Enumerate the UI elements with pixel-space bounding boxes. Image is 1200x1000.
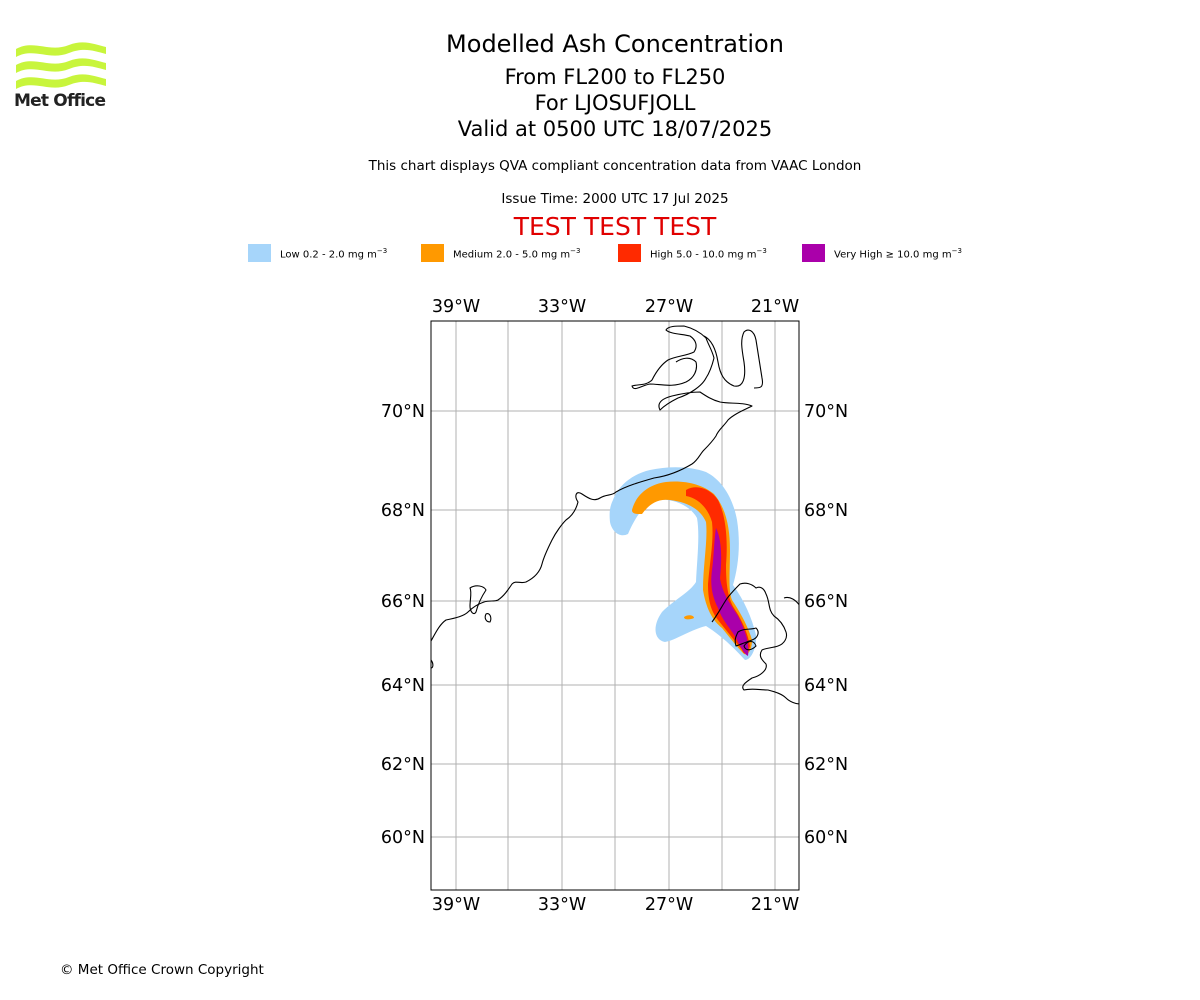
flight-levels: From FL200 to FL250: [504, 65, 726, 89]
met-office-logo-text: Met Office: [14, 91, 106, 111]
ash-very-high-area: [711, 528, 749, 656]
lon-tick-bottom-3: 27°W: [645, 895, 693, 915]
legend-label-very-high: Very High ≥ 10.0 mg m: [834, 249, 952, 261]
iceland-bay: [743, 640, 757, 651]
legend-exp-high: −3: [756, 247, 767, 255]
legend-label-medium: Medium 2.0 - 5.0 mg m: [453, 249, 571, 261]
lat-tick-right-64: 64°N: [804, 676, 848, 696]
lat-tick-right-68: 68°N: [804, 501, 848, 521]
lat-tick-left-64: 64°N: [381, 676, 425, 696]
greenland-island-1: [469, 585, 487, 615]
greenland-coastline: [431, 325, 753, 642]
lat-tick-left-60: 60°N: [381, 828, 425, 848]
coastlines: [431, 325, 799, 705]
lat-tick-right-66: 66°N: [804, 592, 848, 612]
legend-exp-medium: −3: [570, 247, 581, 255]
issue-time: Issue Time: 2000 UTC 17 Jul 2025: [501, 191, 729, 207]
ash-plume: [609, 467, 757, 660]
lat-tick-right-60: 60°N: [804, 828, 848, 848]
copyright-footer: © Met Office Crown Copyright: [60, 962, 264, 978]
legend-exp-low: −3: [376, 247, 388, 255]
lon-tick-bottom-4: 21°W: [751, 895, 799, 915]
legend-exp-very-high: −3: [951, 247, 962, 255]
lat-tick-left-68: 68°N: [381, 501, 425, 521]
iceland-coastline: [711, 582, 799, 705]
lon-tick-bottom-1: 39°W: [432, 895, 480, 915]
test-banner: TEST TEST TEST: [513, 212, 717, 241]
iceland-westfjords: [734, 627, 759, 647]
lat-tick-right-62: 62°N: [804, 755, 848, 775]
lat-tick-left-66: 66°N: [381, 592, 425, 612]
legend-swatch-medium: [421, 244, 444, 262]
greenland-island-2: [484, 613, 492, 623]
chart-description: This chart displays QVA compliant concen…: [368, 158, 862, 174]
lat-tick-left-62: 62°N: [381, 755, 425, 775]
lon-tick-top-4: 21°W: [751, 297, 799, 317]
legend-label-high: High 5.0 - 10.0 mg m: [650, 249, 757, 261]
greenland-inlet-1: [703, 329, 764, 389]
map-frame: [430, 320, 800, 891]
legend-swatch-low: [248, 244, 271, 262]
lon-tick-bottom-2: 33°W: [538, 895, 586, 915]
legend-swatch-very-high: [802, 244, 825, 262]
iceland-east: [783, 596, 799, 606]
lat-tick-right-70: 70°N: [804, 402, 848, 422]
lon-tick-top-1: 39°W: [432, 297, 480, 317]
chart-title: Modelled Ash Concentration: [446, 30, 784, 58]
valid-time: Valid at 0500 UTC 18/07/2025: [457, 117, 773, 141]
legend-label-low: Low 0.2 - 2.0 mg m: [280, 249, 377, 261]
volcano-name: For LJOSUFJOLL: [534, 91, 696, 115]
map-tick-labels: 39°W 33°W 27°W 21°W 39°W 33°W 27°W 21°W …: [381, 297, 848, 915]
lat-tick-left-70: 70°N: [381, 402, 425, 422]
lon-tick-top-3: 27°W: [645, 297, 693, 317]
lon-tick-top-2: 33°W: [538, 297, 586, 317]
met-office-logo: [16, 42, 106, 89]
legend-swatch-high: [618, 244, 641, 262]
